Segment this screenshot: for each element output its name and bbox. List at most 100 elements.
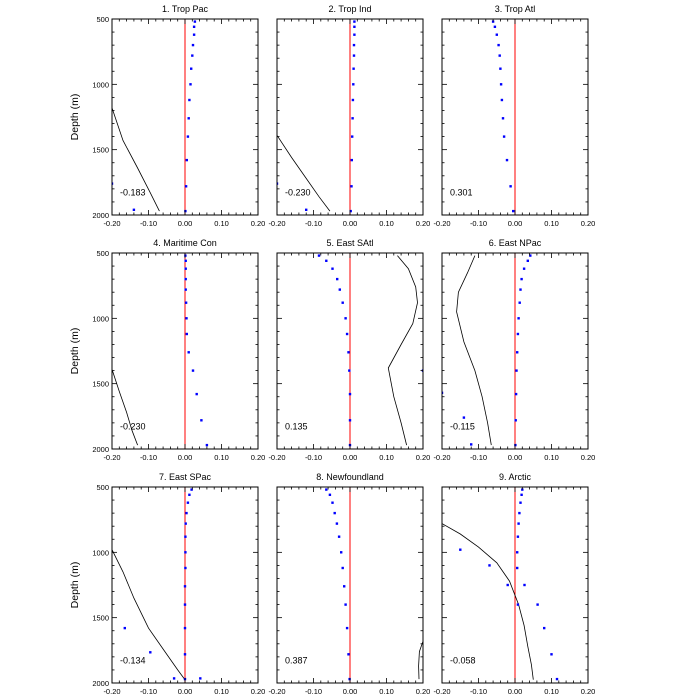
data-point — [184, 185, 188, 188]
data-point — [518, 301, 521, 304]
data-point — [184, 301, 188, 304]
x-tick-label: -0.10 — [470, 453, 487, 462]
data-point — [183, 653, 187, 656]
data-point — [184, 535, 187, 538]
data-point — [132, 208, 136, 211]
panel-annotation: -0.183 — [120, 187, 146, 197]
data-point — [341, 566, 344, 570]
panel-1: 1. Trop Pac -0.20 -0.10 0.00 0.10 0.20 500 1000… — [92, 4, 265, 228]
panel-5: 5. East SAtl -0.20 -0.10 0.00 0.10 0.20 0.135 — [268, 238, 430, 462]
data-point — [514, 419, 517, 422]
x-tick-label: -0.20 — [433, 687, 450, 696]
data-point — [543, 626, 546, 630]
profile-curve — [277, 135, 331, 212]
data-point — [184, 277, 187, 281]
y-tick-label: 1500 — [92, 146, 109, 155]
y-tick-label: 2000 — [92, 445, 109, 454]
data-point — [514, 392, 518, 396]
data-point — [493, 25, 497, 28]
data-point — [205, 443, 209, 447]
x-tick-label: 0.20 — [581, 687, 596, 696]
data-point — [497, 43, 500, 47]
data-point — [183, 585, 187, 588]
data-point — [514, 443, 517, 447]
data-point — [495, 33, 498, 36]
data-point — [195, 392, 198, 396]
x-tick-label: -0.20 — [268, 687, 285, 696]
x-tick-label: -0.20 — [103, 219, 120, 228]
data-point — [348, 392, 352, 396]
data-point — [187, 351, 190, 354]
data-point — [517, 522, 520, 525]
x-tick-label: -0.10 — [140, 453, 157, 462]
data-point — [506, 583, 509, 587]
x-tick-label: -0.20 — [433, 219, 450, 228]
data-point — [333, 511, 336, 515]
data-point — [184, 522, 187, 525]
data-point — [526, 259, 529, 262]
data-point — [505, 158, 509, 162]
x-tick-label: 0.20 — [416, 687, 431, 696]
data-point — [325, 488, 328, 491]
profile-curve — [112, 369, 138, 446]
data-point — [328, 493, 332, 496]
panel-annotation: 0.301 — [450, 187, 473, 197]
x-tick-label: -0.10 — [140, 219, 157, 228]
data-point — [123, 626, 126, 630]
data-point — [340, 551, 343, 554]
data-point — [190, 488, 193, 491]
data-point — [349, 209, 352, 213]
data-point — [516, 551, 519, 554]
data-point — [184, 267, 187, 270]
data-point — [517, 317, 520, 320]
data-point — [186, 501, 190, 504]
y-tick-label: 1500 — [92, 614, 109, 623]
panel-7: 7. East SPac -0.20 -0.10 0.00 0.10 0.20 500 100… — [92, 472, 265, 696]
data-point — [502, 135, 506, 138]
data-point — [515, 369, 518, 372]
panel-title: 3. Trop Atl — [495, 4, 536, 14]
data-point — [335, 522, 339, 525]
panel-6: 6. East NPac -0.20 -0.10 0.00 0.10 0.20 -0.115 — [433, 238, 595, 462]
plot-area — [442, 487, 559, 683]
data-point — [184, 288, 187, 291]
data-point — [331, 267, 334, 270]
panel-annotation: 0.387 — [285, 655, 308, 665]
data-point — [350, 185, 353, 188]
profile-curve — [456, 255, 492, 446]
data-point — [529, 254, 532, 257]
y-axis-label: Depth (m) — [69, 94, 81, 141]
x-tick-label: 0.00 — [343, 219, 358, 228]
data-point — [348, 369, 351, 372]
data-point — [190, 67, 193, 70]
data-point — [187, 117, 190, 120]
panel-3: 3. Trop Atl -0.20 -0.10 0.00 0.10 0.20 0.301 — [433, 4, 595, 228]
data-point — [520, 277, 523, 281]
data-point — [341, 301, 344, 304]
x-tick-label: 0.20 — [251, 453, 266, 462]
data-point — [199, 677, 202, 680]
panel-title: 9. Arctic — [499, 472, 532, 482]
data-point — [184, 259, 187, 262]
data-point — [550, 653, 553, 656]
data-point — [520, 493, 523, 496]
data-point — [498, 54, 501, 57]
x-tick-label: -0.20 — [433, 453, 450, 462]
data-point — [172, 677, 176, 680]
data-point — [189, 83, 192, 86]
profile-curve — [442, 523, 534, 680]
data-point — [351, 117, 354, 120]
panel-9: 9. Arctic -0.20 -0.10 0.00 0.10 0.20 -0.058 — [433, 472, 595, 696]
panel-title: 5. East SAtl — [326, 238, 373, 248]
panel-annotation: -0.058 — [450, 655, 476, 665]
data-point — [519, 501, 522, 504]
panel-8: 8. Newfoundland -0.20 -0.10 0.00 0.10 0.20 0.3… — [268, 472, 430, 696]
x-tick-label: -0.20 — [268, 219, 285, 228]
data-point — [331, 501, 334, 504]
data-point — [348, 419, 352, 422]
data-point — [317, 254, 321, 257]
x-tick-label: 0.20 — [581, 219, 596, 228]
x-tick-label: -0.20 — [103, 453, 120, 462]
x-tick-label: 0.20 — [251, 219, 266, 228]
data-point — [509, 185, 512, 188]
